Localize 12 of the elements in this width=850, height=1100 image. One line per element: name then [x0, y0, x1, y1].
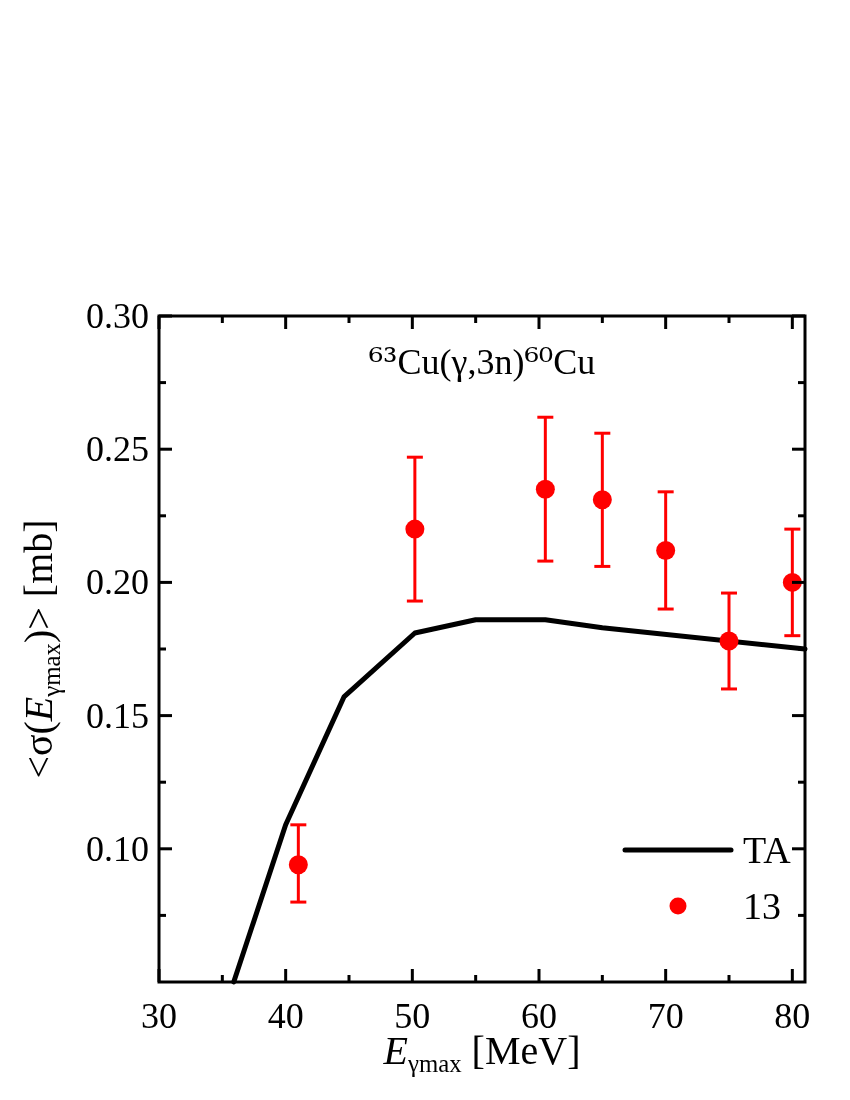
x-tick-label: 80: [774, 996, 811, 1036]
y-tick-label: 0.15: [86, 695, 149, 736]
legend-label: 13: [743, 885, 781, 927]
y-tick-label: 0.10: [86, 828, 149, 869]
x-tick-label: 40: [267, 996, 304, 1036]
legend-label: TA: [743, 829, 792, 871]
y-tick-label: 0.30: [86, 296, 149, 336]
text: ⁶³Cu(γ,3n)⁶⁰Cu: [368, 341, 596, 382]
x-tick-label: 30: [141, 996, 177, 1036]
x-tick-label: 70: [647, 996, 684, 1036]
y-tick-label: 0.25: [86, 429, 149, 470]
y-tick-label: 0.20: [86, 562, 149, 603]
